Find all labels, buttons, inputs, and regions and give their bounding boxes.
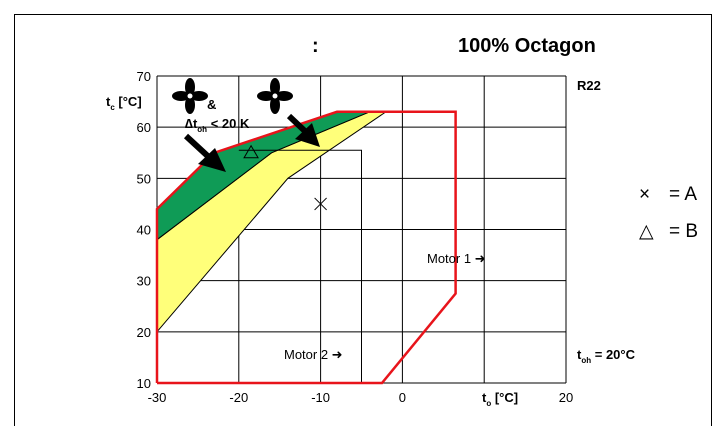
motor1-label: Motor 1 ➜	[427, 251, 486, 266]
y-axis-label: tc [°C]	[106, 94, 142, 112]
y-tick-label: 60	[137, 120, 151, 135]
refrigerant-label: R22	[577, 78, 601, 93]
x-tick-label: -10	[311, 390, 330, 405]
legend-a-label: = A	[669, 184, 697, 205]
point-b	[243, 144, 259, 159]
y-tick-label: 20	[137, 325, 151, 340]
fan-icon-left	[172, 78, 208, 114]
x-tick-label: -30	[148, 390, 167, 405]
y-tick-labels: 10 20 30 40 50 60 70	[137, 69, 151, 391]
x-axis-label: to [°C]	[482, 390, 518, 408]
legend: × = A △ = B	[639, 184, 698, 242]
chart-title: 100% Octagon	[458, 35, 596, 57]
arrow-left	[183, 133, 226, 172]
x-tick-label: -20	[229, 390, 248, 405]
y-tick-label: 40	[137, 223, 151, 238]
y-tick-label: 50	[137, 171, 151, 186]
legend-b-symbol: △	[639, 221, 654, 242]
y-tick-label: 30	[137, 274, 151, 289]
legend-b-label: = B	[669, 221, 698, 242]
fan-icon-right	[257, 78, 293, 114]
point-a	[314, 197, 327, 211]
point-a-stroke	[314, 197, 327, 211]
x-tick-label: 20	[559, 390, 573, 405]
legend-a-symbol: ×	[639, 184, 650, 205]
annotation-delta: ∆toh < 20 K	[185, 116, 250, 134]
x-tick-label: 0	[399, 390, 406, 405]
y-tick-label: 70	[137, 69, 151, 84]
data-points	[243, 144, 327, 211]
envelope-outline	[155, 110, 457, 385]
chart-title-prefix: :	[312, 35, 319, 57]
x-tick-labels: -30 -20 -10 0 20	[148, 390, 574, 405]
outer-frame	[14, 14, 712, 426]
toh-label: toh = 20°C	[577, 347, 636, 365]
y-tick-label: 10	[137, 376, 151, 391]
annotation-and: &	[207, 97, 216, 112]
motor2-label: Motor 2 ➜	[284, 347, 343, 362]
arrow-right	[286, 113, 320, 147]
motor2-boundary	[238, 149, 362, 383]
